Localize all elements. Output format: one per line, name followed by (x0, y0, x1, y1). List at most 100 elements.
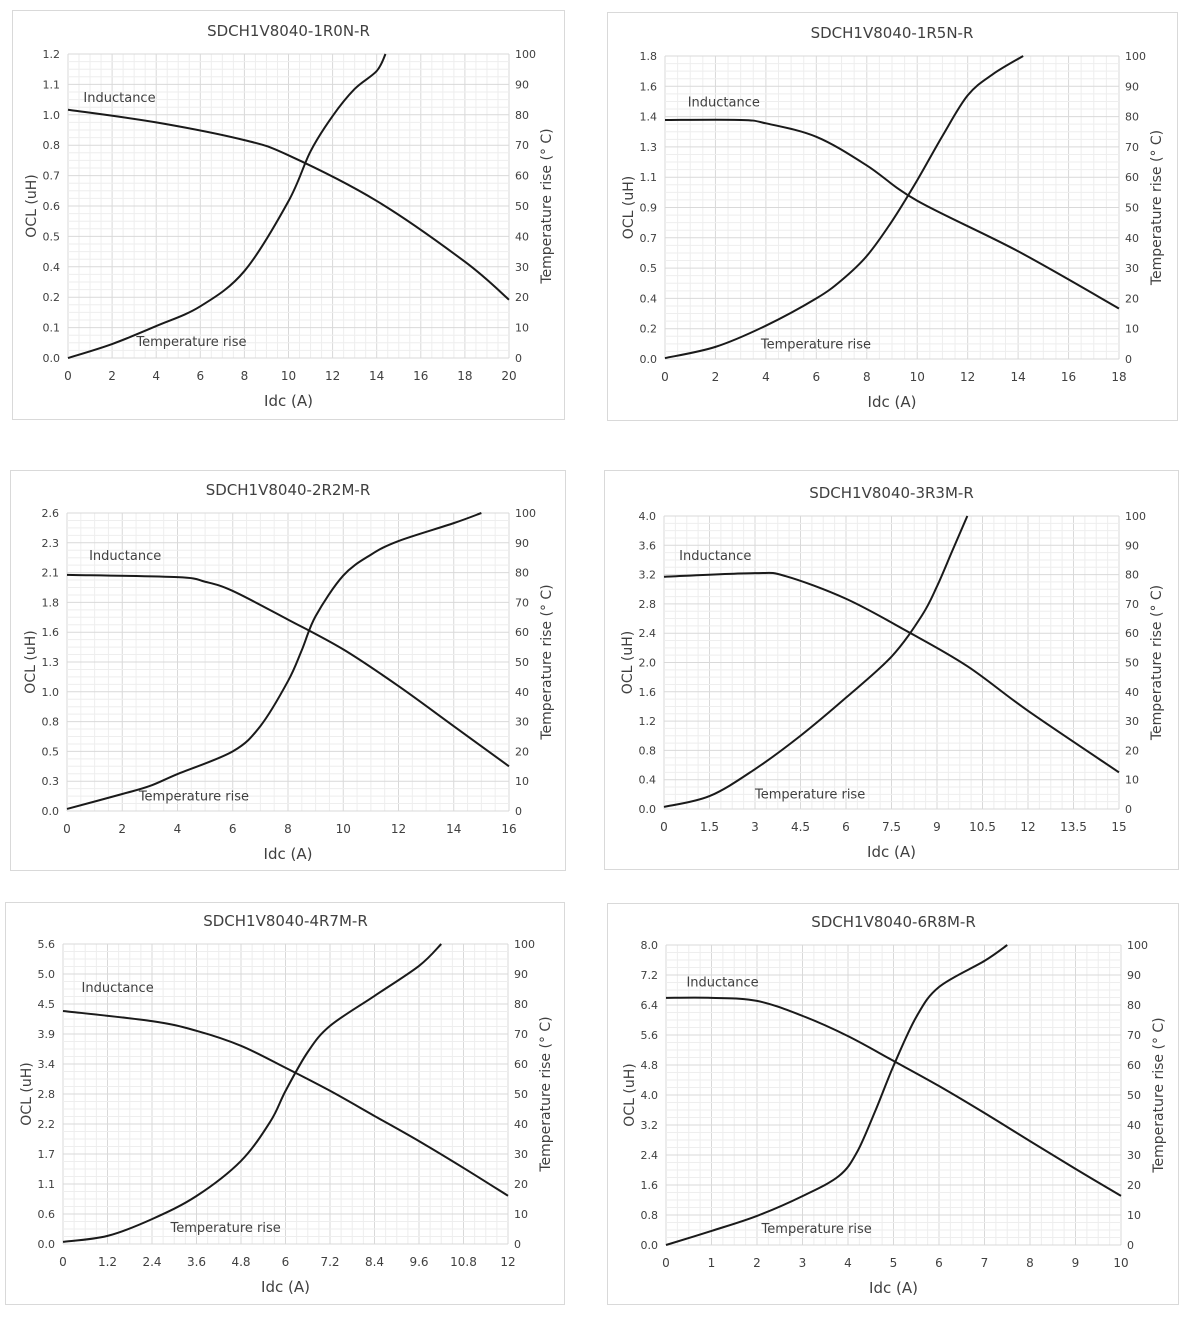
x-tick-label: 6 (813, 370, 821, 384)
y-axis-label: OCL (uH) (24, 174, 40, 237)
chart-svg: 0 2 4 6 8 10 12 14 16 0.0 0.3 0.5 0.8 1.0 1.3 1.6 1.8 2.1… (23, 481, 555, 863)
y2-tick-label: 80 (1125, 111, 1139, 124)
y2-tick-label: 10 (515, 775, 529, 788)
x-tick-label: 1.5 (700, 820, 719, 834)
x-axis-label: Idc (A) (261, 1278, 310, 1296)
x-axis-label: Idc (A) (868, 393, 917, 411)
x-tick-label: 14 (446, 822, 461, 836)
y2-tick-label: 20 (515, 291, 529, 304)
y2-tick-label: 0 (515, 805, 522, 818)
x-tick-label: 0 (662, 1256, 670, 1270)
temperature-rise-line (663, 515, 969, 808)
y-tick-label: 2.3 (42, 537, 60, 550)
y2-tick-label: 0 (514, 1238, 521, 1251)
temperature-rise-label: Temperature rise (760, 337, 871, 352)
x-axis-label: Idc (A) (867, 843, 916, 861)
y2-tick-label: 10 (1127, 1209, 1141, 1222)
y-tick-label: 3.9 (38, 1028, 56, 1041)
chart-title: SDCH1V8040-6R8M-R (811, 913, 976, 931)
y-tick-label: 0.7 (640, 232, 658, 245)
y2-axis-label: Temperature rise (° C) (538, 1016, 554, 1172)
y2-tick-label: 0 (515, 352, 522, 365)
y-tick-label: 2.2 (38, 1118, 56, 1131)
x-tick-label: 10 (281, 369, 296, 383)
y2-tick-label: 90 (515, 78, 529, 91)
chart-title: SDCH1V8040-2R2M-R (206, 481, 371, 499)
y-tick-label: 3.2 (639, 569, 657, 582)
x-tick-label: 2 (753, 1256, 761, 1270)
y-tick-label: 0.0 (641, 1239, 659, 1252)
x-tick-label: 9 (1072, 1256, 1080, 1270)
y2-tick-label: 90 (1125, 539, 1139, 552)
x-tick-label: 6 (935, 1256, 943, 1270)
y2-tick-label: 70 (1125, 598, 1139, 611)
y-tick-label: 0.4 (639, 774, 657, 787)
x-tick-label: 2 (118, 822, 126, 836)
chart-title: SDCH1V8040-3R3M-R (809, 484, 974, 502)
y2-tick-label: 40 (1127, 1119, 1141, 1132)
y-axis-label: OCL (uH) (620, 631, 636, 694)
y-axis-label: OCL (uH) (23, 630, 39, 693)
y2-tick-label: 100 (515, 507, 536, 520)
temperature-rise-line (665, 944, 1008, 1246)
y-tick-label: 0.2 (43, 291, 61, 304)
y2-tick-label: 20 (515, 745, 529, 758)
y2-axis-label: Temperature rise (° C) (539, 584, 555, 740)
x-tick-label: 3.6 (187, 1255, 206, 1269)
x-tick-label: 4.8 (231, 1255, 250, 1269)
y-tick-label: 8.0 (641, 939, 659, 952)
chart-panel: 0 1 2 3 4 5 6 7 8 9 10 0.0 0.8 1.6 2.4 3.2 4.0 4.8 5.6 6.4 7… (607, 903, 1179, 1305)
y-tick-label: 0.0 (640, 353, 658, 366)
y-tick-label: 1.0 (42, 686, 60, 699)
inductance-line (663, 571, 1120, 774)
y2-tick-label: 90 (514, 968, 528, 981)
y-tick-label: 6.4 (641, 999, 659, 1012)
y-tick-label: 0.8 (639, 744, 657, 757)
y2-tick-label: 100 (1125, 50, 1146, 63)
y2-tick-label: 20 (1125, 292, 1139, 305)
y2-tick-label: 60 (514, 1058, 528, 1071)
x-tick-label: 0 (63, 822, 71, 836)
inductance-label: Inductance (82, 981, 154, 996)
chart-panel: 0 2 4 6 8 10 12 14 16 18 0.0 0.2 0.4 0.5 0.7 0.9 1.1 1.3 1… (607, 12, 1178, 421)
y2-tick-label: 80 (515, 567, 529, 580)
y-tick-label: 1.2 (639, 715, 657, 728)
x-tick-label: 0 (64, 369, 72, 383)
y-tick-label: 0.2 (640, 323, 658, 336)
x-tick-label: 20 (501, 369, 516, 383)
y2-tick-label: 10 (1125, 774, 1139, 787)
temperature-rise-line (67, 53, 387, 359)
inductance-label: Inductance (83, 91, 155, 106)
y-tick-label: 1.7 (38, 1148, 56, 1161)
y2-tick-label: 100 (514, 938, 535, 951)
y-tick-label: 0.0 (43, 352, 61, 365)
y2-tick-label: 70 (515, 139, 529, 152)
y-tick-label: 1.6 (42, 626, 60, 639)
y2-tick-label: 100 (1125, 510, 1146, 523)
y-tick-label: 0.0 (38, 1238, 56, 1251)
y2-tick-label: 60 (1125, 627, 1139, 640)
y-tick-label: 2.8 (38, 1088, 56, 1101)
y2-tick-label: 60 (515, 626, 529, 639)
y-tick-label: 3.6 (639, 539, 657, 552)
chart-panel: 0 2 4 6 8 10 12 14 16 0.0 0.3 0.5 0.8 1.0 1.3 1.6 1.8 2.1… (10, 470, 566, 871)
temperature-rise-label: Temperature rise (754, 788, 865, 803)
y2-tick-label: 30 (515, 716, 529, 729)
y-tick-label: 1.4 (640, 111, 658, 124)
x-tick-label: 12 (325, 369, 340, 383)
y-tick-label: 4.0 (641, 1089, 659, 1102)
y-tick-label: 1.6 (641, 1179, 659, 1192)
y-tick-label: 4.8 (641, 1059, 659, 1072)
y-tick-label: 1.8 (640, 50, 658, 63)
y2-axis-label: Temperature rise (° C) (1149, 130, 1165, 286)
y-tick-label: 0.7 (43, 170, 61, 183)
y2-tick-label: 30 (1125, 715, 1139, 728)
y-tick-label: 0.6 (43, 200, 61, 213)
chart-svg: 0 1.5 3 4.5 6 7.5 9 10.5 12 13.5 15 0.0 0.4 0.8 1.2 1.6… (620, 484, 1165, 861)
y-tick-label: 3.2 (641, 1119, 659, 1132)
y2-tick-label: 20 (1127, 1179, 1141, 1192)
x-tick-label: 6 (282, 1255, 290, 1269)
y-tick-label: 0.5 (42, 745, 60, 758)
x-tick-label: 10 (910, 370, 925, 384)
x-tick-label: 16 (413, 369, 428, 383)
